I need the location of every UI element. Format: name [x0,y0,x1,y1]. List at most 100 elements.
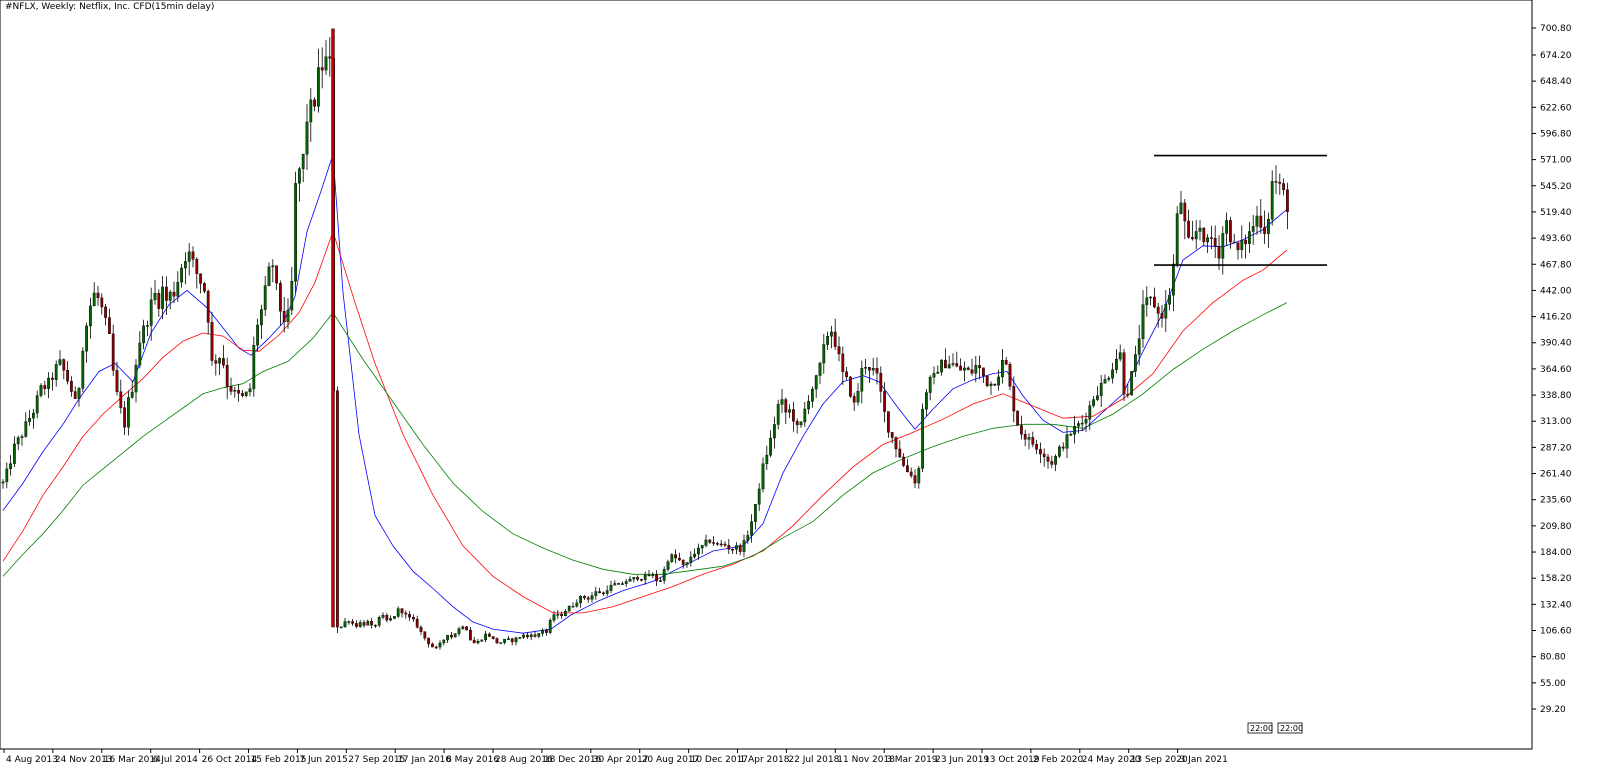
candle-body [700,545,704,549]
candle-body [1164,304,1168,319]
candle-body [260,309,263,326]
candle-body [313,99,316,107]
candle-body [636,577,640,580]
y-tick-label: 571.00 [1540,156,1572,166]
candle-body [712,542,716,544]
candle-body [472,639,476,644]
candle-body [526,634,529,638]
candle-body [393,616,396,619]
time-badges: 22:00 22:00 [1247,722,1303,734]
candle-body [221,358,225,366]
candle-body [157,293,161,309]
candle-body [1031,437,1035,445]
candle-body [932,373,936,378]
candle-body [104,306,108,318]
candle-body [681,559,685,565]
candle-body [73,391,77,399]
candle-body [662,569,666,581]
candle-body [347,621,351,623]
candle-body [651,574,655,577]
candle-body [803,408,807,423]
candle-body [1240,239,1244,251]
candle-body [263,285,267,310]
x-tick-label: 13 Sep 2020 [1131,755,1188,765]
candle-body [1080,422,1084,425]
candle-body [423,631,427,639]
candle-body [161,286,164,309]
candle-body [575,602,579,607]
candle-body [1187,220,1191,238]
x-tick-label: 8 May 2016 [446,755,499,765]
candle-body [643,574,647,580]
candle-body [85,325,89,352]
candle-body [1,481,5,484]
candle-body [202,283,206,292]
candle-body [66,369,70,382]
time-badge-box [1277,722,1303,734]
moving-average-line [2,230,1288,614]
candle-body [35,395,39,414]
candle-body [248,388,252,393]
candle-body [111,333,115,371]
candle-body [567,606,571,612]
candle-body [807,401,811,410]
candle-body [123,407,127,428]
candle-body [381,615,385,618]
candle-body [795,421,799,426]
candle-body [1107,377,1111,380]
candle-body [852,396,856,403]
candle-body [1065,434,1069,449]
candle-body [1111,369,1115,379]
candle-body [617,583,621,585]
y-tick-label: 596.80 [1540,129,1572,139]
candle-body [917,468,921,484]
candle-body [811,388,814,402]
plot-frame [0,0,1533,750]
candle-body [514,637,518,643]
candle-body [1206,237,1210,243]
candle-body [898,448,902,458]
candle-body [860,368,864,392]
candle-body [1141,304,1145,339]
candle-body [358,622,362,627]
candle-body [818,362,822,376]
candle-body [1057,446,1061,457]
candle-body [704,539,708,546]
candle-body [792,409,795,422]
candle-body [723,543,727,546]
candle-body [374,624,377,627]
candle-body [780,399,784,405]
candle-body [438,642,442,648]
candle-body [377,617,381,626]
candle-body [887,411,890,433]
candle-body [1088,405,1092,420]
candle-body [32,412,35,419]
x-tick-label: 28 Aug 2016 [495,755,553,765]
candle-body [830,331,833,337]
candle-body [225,365,229,387]
candle-body [476,640,480,644]
candle-body [871,368,875,371]
horizontal-levels[interactable] [1154,154,1327,266]
candle-body [126,397,130,428]
candle-body [191,251,195,260]
candle-body [130,391,134,398]
candle-body [1194,231,1198,240]
candle-body [909,471,913,476]
candle-body [279,283,282,312]
y-tick-label: 622.60 [1540,103,1572,113]
time-badge-label: 22:00 [1250,724,1273,733]
y-tick-label: 261.40 [1540,470,1572,480]
candle-body [446,634,449,641]
candle-body [142,325,145,344]
candle-body [906,465,909,473]
x-tick-label: 17 Jan 2016 [397,755,451,765]
time-badge: 22:00 [1277,722,1303,734]
candle-body [921,408,925,469]
candle-body [1209,237,1213,239]
candle-body [605,590,609,594]
candle-body [963,367,966,371]
candle-body [913,475,917,484]
